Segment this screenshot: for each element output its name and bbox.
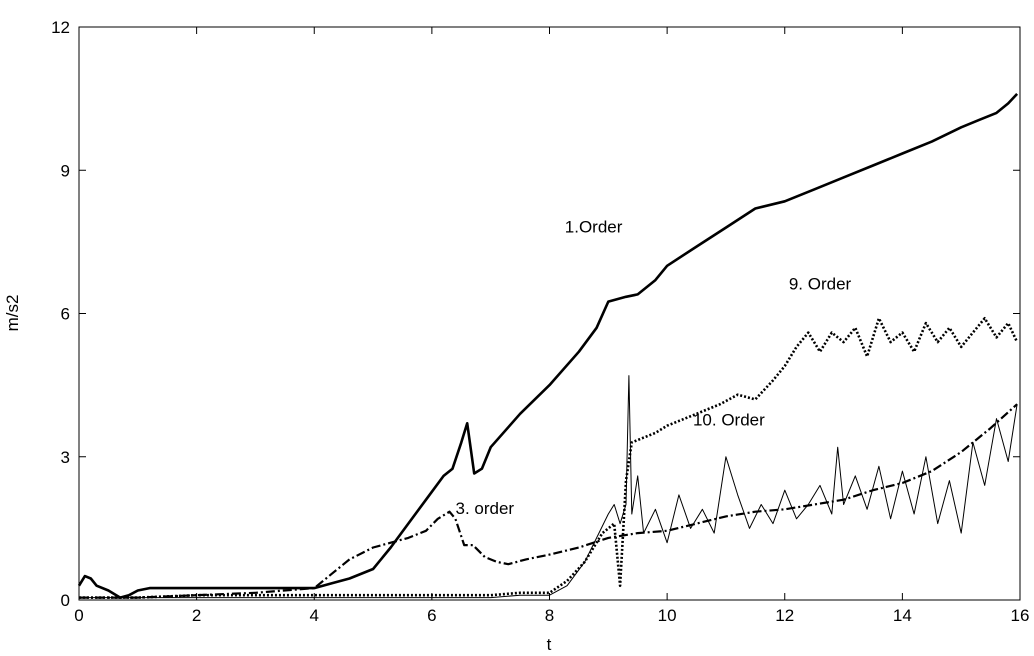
annotations-group: 1.Order 9. Order 10. Order 3. order <box>456 217 852 518</box>
series-annotation: 3. order <box>456 499 515 518</box>
series-line-order3 <box>79 403 1018 599</box>
x-axis-label: t <box>547 635 552 654</box>
x-tick-label: 12 <box>775 606 794 625</box>
x-tick-label: 4 <box>310 606 319 625</box>
series-line-order1 <box>77 93 1019 599</box>
series-annotation: 9. Order <box>789 275 852 294</box>
y-axis-label: m/s2 <box>3 295 22 332</box>
y-tick-label: 3 <box>61 448 70 467</box>
series-annotation: 1.Order <box>565 217 623 236</box>
x-tick-label: 16 <box>1011 606 1030 625</box>
x-tick-label: 14 <box>893 606 912 625</box>
series-group <box>77 93 1019 599</box>
x-tick-label: 10 <box>658 606 677 625</box>
x-tick-label: 0 <box>74 606 83 625</box>
y-tick-label: 0 <box>61 591 70 610</box>
series-annotation: 10. Order <box>693 411 765 430</box>
plot-area <box>78 26 1021 601</box>
y-tick-label: 9 <box>61 161 70 180</box>
y-tick-label: 12 <box>51 18 70 37</box>
x-tick-label: 2 <box>192 606 201 625</box>
x-tick-label: 6 <box>427 606 436 625</box>
y-tick-label: 6 <box>61 305 70 324</box>
series-line-order10 <box>79 375 1018 599</box>
x-tick-label: 8 <box>545 606 554 625</box>
axis-ticks: 0 2 4 6 8 10 12 14 16 0 3 6 9 12 <box>51 18 1029 625</box>
